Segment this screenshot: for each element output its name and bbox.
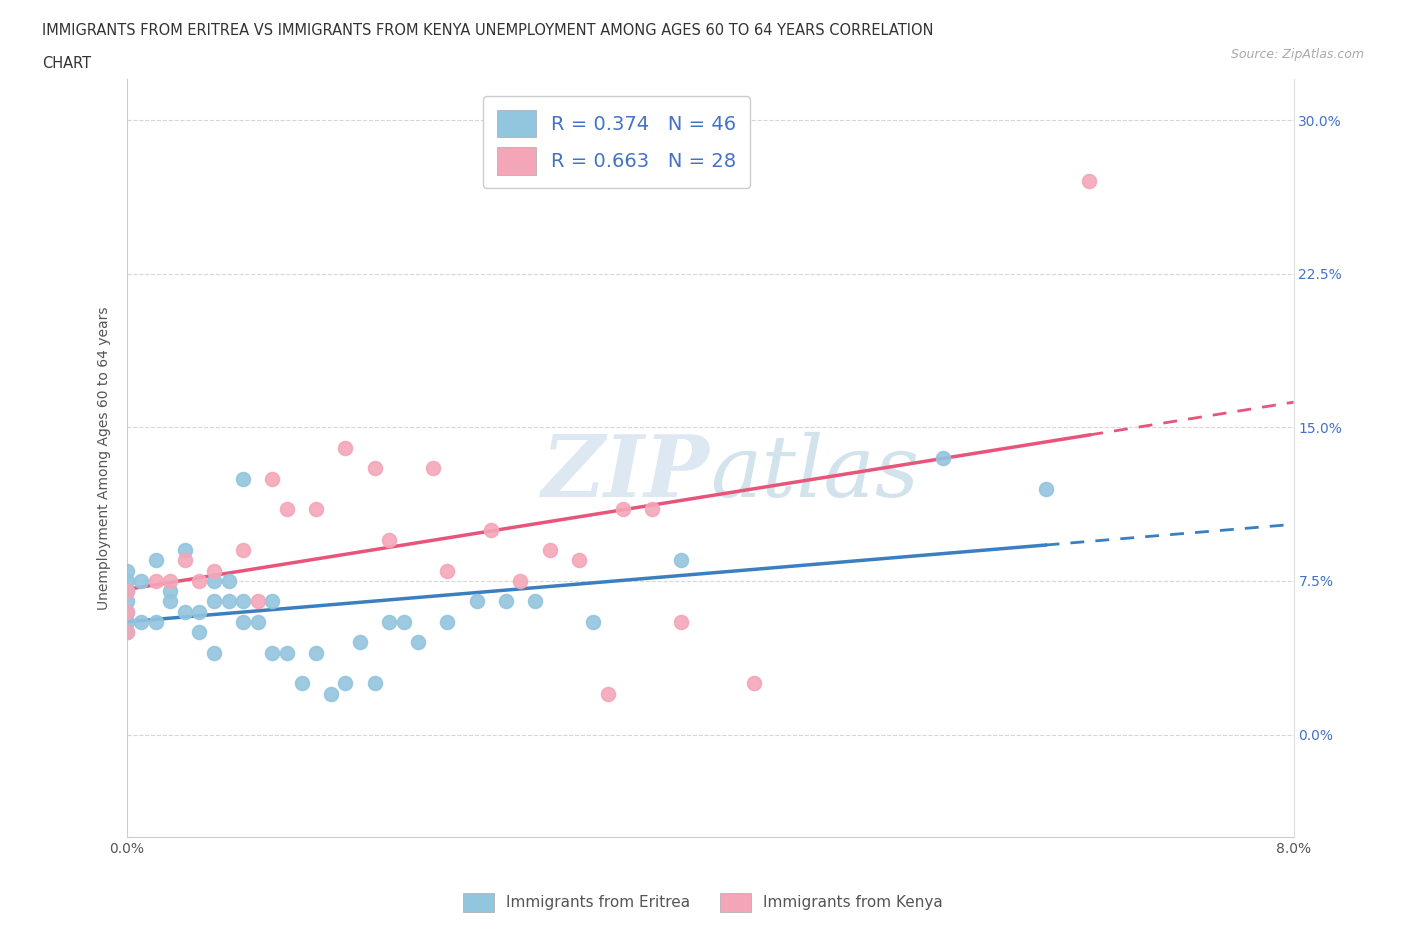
Legend: R = 0.374   N = 46, R = 0.663   N = 28: R = 0.374 N = 46, R = 0.663 N = 28 bbox=[484, 97, 749, 188]
Text: ZIP: ZIP bbox=[543, 432, 710, 515]
Point bbox=[669, 615, 692, 630]
Point bbox=[378, 615, 401, 630]
Point bbox=[1035, 482, 1057, 497]
Point bbox=[568, 553, 591, 568]
Point bbox=[509, 574, 531, 589]
Point bbox=[290, 676, 312, 691]
Point bbox=[159, 574, 181, 589]
Point bbox=[218, 594, 240, 609]
Point bbox=[932, 451, 955, 466]
Point bbox=[129, 574, 152, 589]
Y-axis label: Unemployment Among Ages 60 to 64 years: Unemployment Among Ages 60 to 64 years bbox=[97, 306, 111, 610]
Point bbox=[145, 553, 167, 568]
Point bbox=[612, 502, 634, 517]
Point bbox=[188, 604, 211, 619]
Point bbox=[218, 574, 240, 589]
Point bbox=[174, 543, 197, 558]
Point bbox=[335, 676, 357, 691]
Point bbox=[174, 553, 197, 568]
Point bbox=[202, 574, 225, 589]
Point bbox=[523, 594, 546, 609]
Point bbox=[276, 502, 298, 517]
Point bbox=[305, 502, 328, 517]
Point bbox=[378, 533, 401, 548]
Point bbox=[232, 472, 254, 486]
Point bbox=[363, 676, 385, 691]
Point bbox=[262, 594, 284, 609]
Point bbox=[145, 574, 167, 589]
Point bbox=[640, 502, 664, 517]
Point bbox=[115, 584, 138, 599]
Point bbox=[1078, 174, 1101, 189]
Text: atlas: atlas bbox=[710, 432, 920, 514]
Point bbox=[392, 615, 415, 630]
Point bbox=[115, 604, 138, 619]
Point bbox=[115, 625, 138, 640]
Point bbox=[422, 461, 444, 476]
Point bbox=[582, 615, 605, 630]
Point bbox=[246, 615, 269, 630]
Point bbox=[246, 594, 269, 609]
Point bbox=[115, 564, 138, 578]
Point bbox=[188, 625, 211, 640]
Point bbox=[596, 686, 619, 701]
Text: CHART: CHART bbox=[42, 56, 91, 71]
Point bbox=[115, 604, 138, 619]
Point bbox=[202, 564, 225, 578]
Text: Source: ZipAtlas.com: Source: ZipAtlas.com bbox=[1230, 48, 1364, 61]
Point bbox=[202, 594, 225, 609]
Point bbox=[305, 645, 328, 660]
Point bbox=[495, 594, 517, 609]
Point bbox=[115, 574, 138, 589]
Text: IMMIGRANTS FROM ERITREA VS IMMIGRANTS FROM KENYA UNEMPLOYMENT AMONG AGES 60 TO 6: IMMIGRANTS FROM ERITREA VS IMMIGRANTS FR… bbox=[42, 23, 934, 38]
Point bbox=[159, 594, 181, 609]
Point bbox=[174, 604, 197, 619]
Point bbox=[188, 574, 211, 589]
Point bbox=[262, 472, 284, 486]
Point bbox=[115, 584, 138, 599]
Point bbox=[276, 645, 298, 660]
Point bbox=[408, 635, 430, 650]
Point bbox=[115, 594, 138, 609]
Point bbox=[335, 440, 357, 455]
Point bbox=[202, 645, 225, 660]
Point bbox=[363, 461, 385, 476]
Point bbox=[262, 645, 284, 660]
Point bbox=[232, 594, 254, 609]
Point bbox=[669, 553, 692, 568]
Legend: Immigrants from Eritrea, Immigrants from Kenya: Immigrants from Eritrea, Immigrants from… bbox=[457, 887, 949, 918]
Point bbox=[465, 594, 488, 609]
Point bbox=[436, 564, 458, 578]
Point bbox=[115, 625, 138, 640]
Point bbox=[159, 584, 181, 599]
Point bbox=[115, 615, 138, 630]
Point bbox=[129, 615, 152, 630]
Point bbox=[319, 686, 342, 701]
Point bbox=[538, 543, 561, 558]
Point bbox=[232, 615, 254, 630]
Point bbox=[479, 523, 502, 538]
Point bbox=[349, 635, 371, 650]
Point bbox=[145, 615, 167, 630]
Point bbox=[436, 615, 458, 630]
Point bbox=[742, 676, 765, 691]
Point bbox=[232, 543, 254, 558]
